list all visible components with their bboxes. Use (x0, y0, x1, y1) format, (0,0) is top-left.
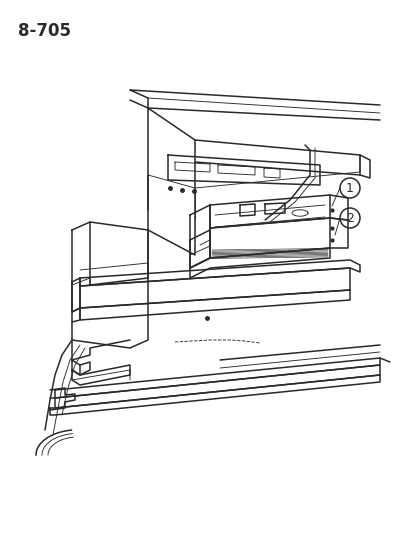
Text: 2: 2 (345, 212, 353, 224)
Text: 8-705: 8-705 (18, 22, 71, 40)
Text: 1: 1 (345, 182, 353, 195)
